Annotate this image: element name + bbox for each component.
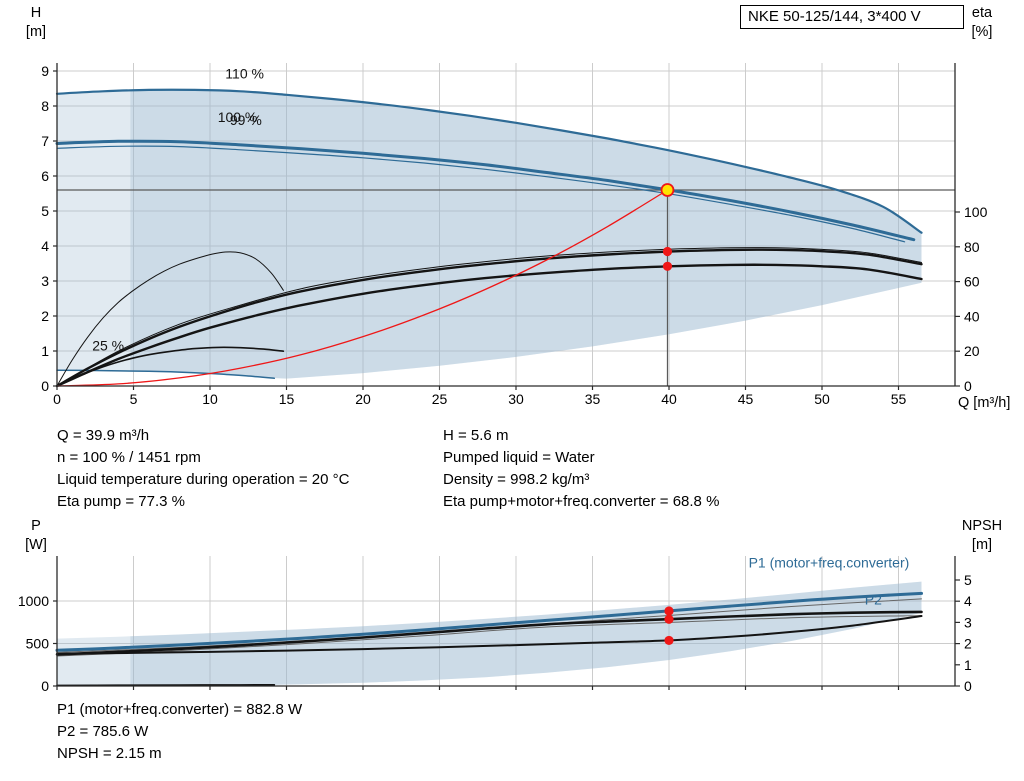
x-tick-label: 50	[814, 391, 830, 407]
y-right-tick-label: 5	[964, 572, 972, 588]
curve-speed-min	[56, 369, 276, 380]
info-line-flow: Q = 39.9 m³/h	[57, 427, 150, 444]
info-line-p2: P2 = 785.6 W	[57, 723, 149, 740]
axis-unit-text: [m]	[971, 537, 993, 553]
x-tick-label: 20	[355, 391, 371, 407]
hq-right-axis-title: eta [%]	[954, 4, 1010, 42]
info-line-head: H = 5.6 m	[443, 427, 509, 444]
x-tick-label: 40	[661, 391, 677, 407]
curve-eta-pump	[55, 248, 923, 388]
info-line-density: Density = 998.2 kg/m³	[443, 471, 590, 488]
curve-label: P1 (motor+freq.converter)	[749, 554, 910, 570]
duty-point-marker	[660, 183, 675, 197]
axis-title-text: H	[30, 5, 42, 21]
axis-unit-text: [W]	[25, 537, 47, 553]
pump-title-box: NKE 50-125/144, 3*400 V	[740, 5, 964, 29]
curve-eta-pump-alt	[56, 247, 922, 387]
curve-system-curve	[56, 189, 669, 387]
curve-p2	[55, 610, 923, 656]
curve-label: 99 %	[230, 112, 262, 128]
info-line-npsh: NPSH = 2.15 m	[57, 745, 162, 762]
p2-point-marker	[664, 614, 674, 624]
curve-speed-110	[55, 88, 923, 234]
y-left-tick-label: 3	[41, 273, 49, 289]
info-line-temperature: Liquid temperature during operation = 20…	[57, 471, 350, 488]
y-right-tick-label: 1	[964, 657, 972, 673]
duty-info-right: H = 5.6 m Pumped liquid = Water Density …	[443, 425, 719, 513]
curve-p2-alt	[56, 615, 922, 657]
axis-title-text: eta	[971, 5, 993, 21]
x-tick-label: 0	[53, 391, 61, 407]
y-right-tick-label: 0	[964, 678, 972, 694]
x-tick-label: 15	[279, 391, 295, 407]
operating-envelope-inner	[130, 89, 922, 379]
x-tick-label: 55	[891, 391, 907, 407]
x-tick-label: 45	[738, 391, 754, 407]
info-line-eta-total: Eta pump+motor+freq.converter = 68.8 %	[443, 493, 720, 510]
hq-x-axis-title: Q [m³/h]	[958, 395, 1011, 411]
y-left-tick-label: 8	[41, 98, 49, 114]
curve-speed-100	[55, 139, 916, 242]
x-tick-label: 10	[202, 391, 218, 407]
y-right-tick-label: 80	[964, 239, 980, 255]
y-left-tick-label: 4	[41, 238, 49, 254]
curve-eta-total	[55, 263, 923, 388]
power-npsh-chart: P1 (motor+freq.converter) P2 0 500 1000 0 1 2 3 4…	[18, 554, 972, 694]
eta-pump-point-marker	[662, 246, 673, 257]
y-right-tick-label: 3	[964, 614, 972, 630]
y-left-tick-label: 7	[41, 133, 49, 149]
y-right-tick-label: 4	[964, 593, 972, 609]
y-right-tick-label: 0	[964, 378, 972, 394]
info-line-eta-pump: Eta pump = 77.3 %	[57, 493, 185, 510]
curve-eta-pump-25	[56, 251, 284, 387]
y-left-tick-label: 1	[41, 343, 49, 359]
p1-point-marker	[664, 606, 674, 616]
curve-label: P2	[865, 591, 882, 607]
power-envelope-inner	[130, 581, 922, 686]
y-left-tick-label: 5	[41, 203, 49, 219]
duty-info-left: Q = 39.9 m³/h n = 100 % / 1451 rpm Liqui…	[57, 425, 349, 513]
x-tick-label: 35	[585, 391, 601, 407]
y-right-tick-label: 60	[964, 274, 980, 290]
curve-npsh	[56, 615, 923, 655]
axis-title-text: P	[31, 518, 41, 534]
x-tick-label: 30	[508, 391, 524, 407]
axis-unit-text: [m]	[25, 24, 47, 40]
info-line-liquid: Pumped liquid = Water	[443, 449, 595, 466]
x-tick-label: 25	[432, 391, 448, 407]
y-left-tick-label: 0	[41, 678, 49, 694]
curve-p1	[55, 591, 923, 652]
curve-label: 100 %	[218, 109, 258, 125]
hq-eta-chart: 110 %100 %99 %25 %0 5 10 15 20 25 30 35 40 45 50 55…	[41, 63, 988, 407]
axis-unit-text: [%]	[971, 24, 993, 40]
info-line-p1: P1 (motor+freq.converter) = 882.8 W	[57, 701, 303, 718]
curve-label: 25 %	[92, 337, 124, 353]
y-left-tick-label: 2	[41, 308, 49, 324]
y-left-tick-label: 500	[26, 636, 50, 652]
y-right-tick-label: 20	[964, 343, 980, 359]
curve-label: 110 %	[225, 66, 264, 82]
y-right-tick-label: 100	[964, 204, 988, 220]
y-left-tick-label: 6	[41, 168, 49, 184]
power-right-axis-title: NPSH [m]	[950, 517, 1014, 555]
curve-speed-99	[56, 145, 906, 243]
y-left-tick-label: 1000	[18, 593, 49, 609]
power-left-axis-title: P [W]	[14, 517, 58, 555]
npsh-point-marker	[664, 635, 674, 646]
y-right-tick-label: 40	[964, 308, 980, 324]
hq-left-axis-title: H [m]	[14, 4, 58, 42]
x-tick-label: 5	[130, 391, 138, 407]
power-info: P1 (motor+freq.converter) = 882.8 W P2 =…	[57, 699, 302, 765]
axis-title-text: NPSH	[961, 518, 1003, 534]
info-line-speed: n = 100 % / 1451 rpm	[57, 449, 201, 466]
eta-total-point-marker	[662, 261, 673, 271]
y-left-tick-label: 0	[41, 378, 49, 394]
y-left-tick-label: 9	[41, 63, 49, 79]
operating-envelope-outer	[57, 89, 922, 379]
y-right-tick-label: 2	[964, 636, 972, 652]
